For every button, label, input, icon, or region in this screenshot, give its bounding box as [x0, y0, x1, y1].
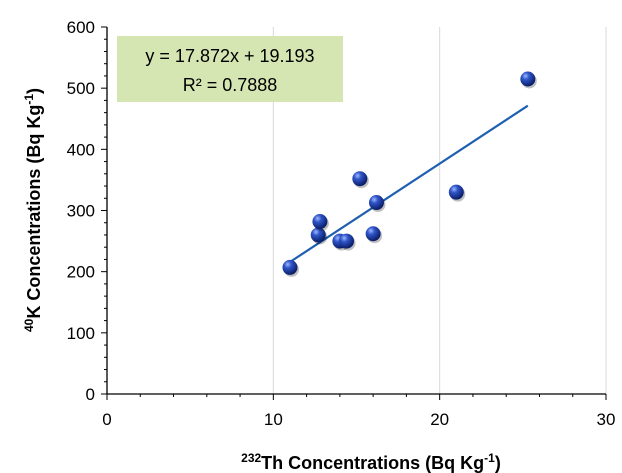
equation-box: y = 17.872x + 19.193 R² = 0.7888	[117, 36, 343, 102]
data-point	[448, 184, 464, 200]
data-point	[520, 71, 536, 87]
equation-text: y = 17.872x + 19.193	[145, 46, 314, 66]
x-axis-title-main: Th Concentrations (Bq Kg	[261, 453, 484, 473]
y-tick-label: 600	[67, 18, 95, 37]
x-axis-title-sup: 232	[241, 451, 261, 465]
data-point	[352, 171, 368, 187]
data-points	[282, 71, 537, 277]
y-axis-title-sup: 40	[22, 318, 36, 332]
y-axis-title-unit-sup: -1	[22, 94, 36, 105]
equation-background	[117, 36, 343, 102]
y-axis-title-end: )	[24, 88, 44, 94]
x-tick-label: 20	[430, 410, 449, 429]
x-axis-title-end: )	[495, 453, 501, 473]
data-point	[312, 214, 328, 230]
y-axis-title-main: K Concentrations (Bq Kg	[24, 105, 44, 319]
data-point	[365, 226, 381, 242]
data-point	[339, 233, 355, 249]
data-point	[368, 195, 384, 211]
y-tick-label: 300	[67, 202, 95, 221]
y-tick-label: 400	[67, 140, 95, 159]
trendline	[289, 104, 529, 263]
x-axis-title: 232Th Concentrations (Bq Kg-1)	[241, 451, 501, 473]
x-tick-label: 10	[264, 410, 283, 429]
y-axis-title: 40K Concentrations (Bq Kg-1)	[22, 88, 44, 332]
r-squared-text: R² = 0.7888	[183, 75, 278, 95]
data-point	[310, 227, 326, 243]
x-tick-label: 0	[102, 410, 111, 429]
data-point	[282, 259, 298, 275]
y-tick-label: 200	[67, 263, 95, 282]
y-tick-label: 500	[67, 79, 95, 98]
x-tick-label: 30	[597, 410, 616, 429]
y-tick-label: 0	[86, 385, 95, 404]
trendline-layer	[289, 104, 529, 263]
y-tick-label: 100	[67, 324, 95, 343]
tick-labels: 0 100 200 300 400 500 600 0 10 20 30	[67, 18, 616, 429]
tick-marks	[101, 26, 607, 400]
x-axis-title-unit-sup: -1	[484, 451, 495, 465]
